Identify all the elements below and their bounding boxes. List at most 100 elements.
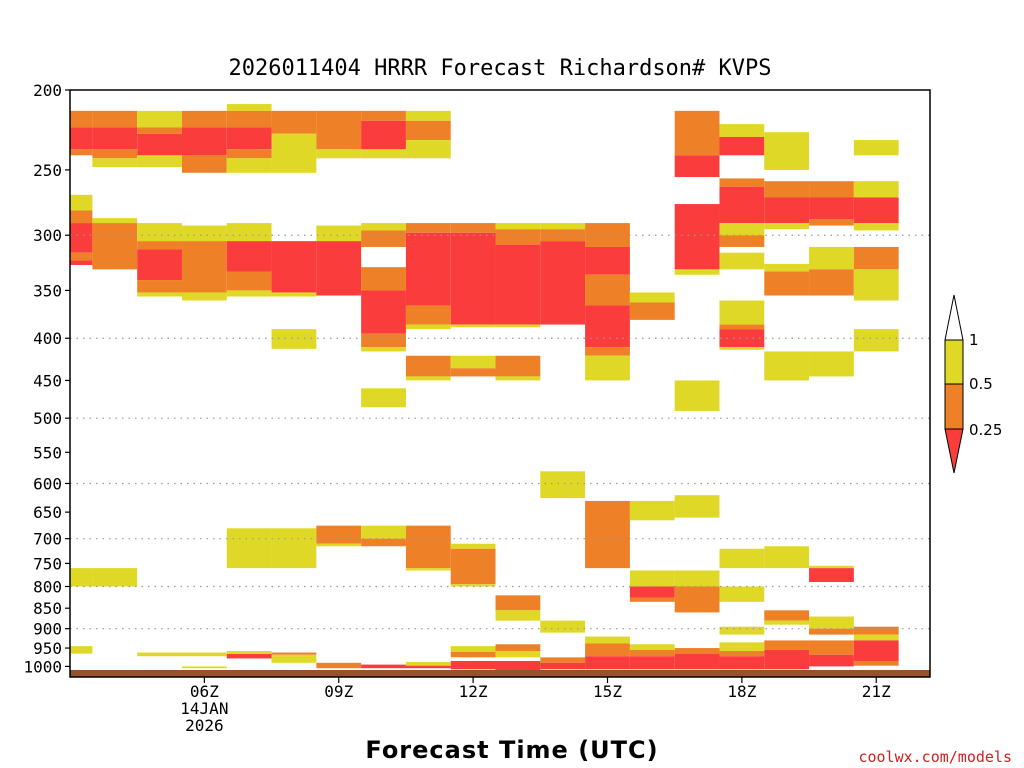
heatmap-cell: [271, 133, 317, 173]
heatmap-cell: [405, 525, 451, 569]
heatmap-cell: [137, 223, 182, 242]
heatmap-cell: [853, 181, 899, 198]
heatmap-cell: [181, 127, 227, 156]
heatmap-cell: [719, 136, 765, 156]
x-tick-label: 15Z: [593, 682, 622, 701]
y-tick-label: 950: [33, 639, 62, 658]
y-tick-label: 850: [33, 599, 62, 618]
heatmap-cell: [853, 223, 899, 231]
plot-frame: [69, 89, 931, 678]
heatmap-cell: [226, 290, 272, 297]
heatmap-cell: [92, 110, 138, 128]
heatmap-cell: [92, 149, 138, 159]
heatmap-cell: [853, 640, 899, 662]
colorbar-label: 0.5: [969, 375, 993, 393]
y-tick-label: 500: [33, 409, 62, 428]
heatmap-cell: [226, 528, 272, 569]
heatmap-cell: [226, 127, 272, 150]
heatmap-cell: [70, 210, 93, 224]
heatmap-cell: [226, 241, 272, 272]
heatmap-cell: [719, 329, 765, 348]
heatmap-cell: [585, 246, 630, 275]
heatmap-cell: [316, 225, 362, 242]
heatmap-cell: [92, 568, 138, 587]
heatmap-cell: [629, 586, 675, 598]
heatmap-cell: [316, 662, 362, 669]
heatmap-cell: [181, 292, 227, 301]
heatmap-cell: [226, 149, 272, 159]
heatmap-cell: [226, 158, 272, 173]
heatmap-cell: [361, 149, 406, 159]
heatmap-cell: [674, 495, 720, 518]
heatmap-cell: [450, 661, 496, 670]
heatmap-cell: [540, 662, 586, 670]
y-axis: 200 250 300 350 400 450 500 550 600 650 700 750 800 8…: [23, 81, 70, 676]
y-tick-label: 300: [33, 226, 62, 245]
heatmap-cell: [719, 548, 765, 569]
colorbar-label: 0.25: [969, 421, 1002, 439]
heatmap-cell: [674, 269, 720, 275]
colorbar-bin-bottom: [944, 428, 964, 474]
x-tick-label: 2026: [185, 716, 224, 735]
heatmap-cell: [719, 586, 765, 602]
heatmap-cell: [137, 241, 182, 250]
heatmap-cell: [405, 140, 451, 159]
colorbar-label: 1: [969, 331, 979, 349]
heatmap-cell: [719, 642, 765, 652]
heatmap-cell: [181, 652, 227, 657]
heatmap-cell: [226, 651, 272, 655]
heatmap-cell: [450, 646, 496, 652]
heatmap-cell: [495, 244, 541, 325]
colorbar-bin: [944, 383, 964, 430]
heatmap-cell: [137, 652, 182, 657]
x-tick-label: 21Z: [862, 682, 891, 701]
heatmap-cell: [271, 110, 317, 134]
heatmap-cell: [764, 610, 810, 621]
x-tick-label: 06Z: [190, 682, 219, 701]
heatmap-cell: [629, 500, 675, 521]
heatmap-cell: [853, 634, 899, 641]
heatmap-cell: [629, 302, 675, 320]
heatmap-cell: [137, 127, 182, 134]
heatmap-cell: [540, 471, 586, 499]
heatmap-cell: [70, 127, 93, 150]
heatmap-cell: [585, 305, 630, 348]
heatmap-cell: [450, 232, 496, 325]
ground-surface: [70, 669, 930, 677]
heatmap-cell: [853, 246, 899, 270]
heatmap-cell: [674, 648, 720, 654]
heatmap-cell: [853, 329, 899, 352]
heatmap-cell: [629, 644, 675, 650]
heatmap-cell: [271, 329, 317, 349]
heatmap-cell: [585, 500, 630, 569]
heatmap-cell: [719, 300, 765, 325]
heatmap-cell: [450, 355, 496, 369]
heatmap-cell: [495, 595, 541, 611]
heatmap-cell: [809, 181, 854, 198]
heatmap-cell: [271, 292, 317, 297]
heatmap-cell: [450, 324, 496, 328]
heatmap-cell: [853, 661, 899, 666]
heatmap-cell: [271, 528, 317, 569]
heatmap-cell: [361, 267, 406, 291]
heatmap-cell: [540, 229, 586, 242]
heatmap-cell: [719, 124, 765, 137]
y-tick-label: 400: [33, 329, 62, 348]
heatmap-cell: [450, 543, 496, 549]
heatmap-cell: [450, 368, 496, 377]
heatmap-cell: [540, 657, 586, 663]
heatmap-cell: [719, 178, 765, 187]
x-tick-label: 18Z: [727, 682, 756, 701]
heatmap-cell: [181, 110, 227, 128]
heatmap-cell: [629, 656, 675, 670]
heatmap-cell: [764, 263, 810, 272]
heatmap-cell: [585, 636, 630, 644]
heatmap-cell: [853, 140, 899, 156]
heatmap-cell: [226, 104, 272, 111]
heatmap-cell: [719, 347, 765, 350]
heatmap-cell: [405, 665, 451, 669]
heatmap-cell: [70, 646, 93, 654]
heatmap-cell: [674, 380, 720, 411]
heatmap-cell: [181, 241, 227, 293]
